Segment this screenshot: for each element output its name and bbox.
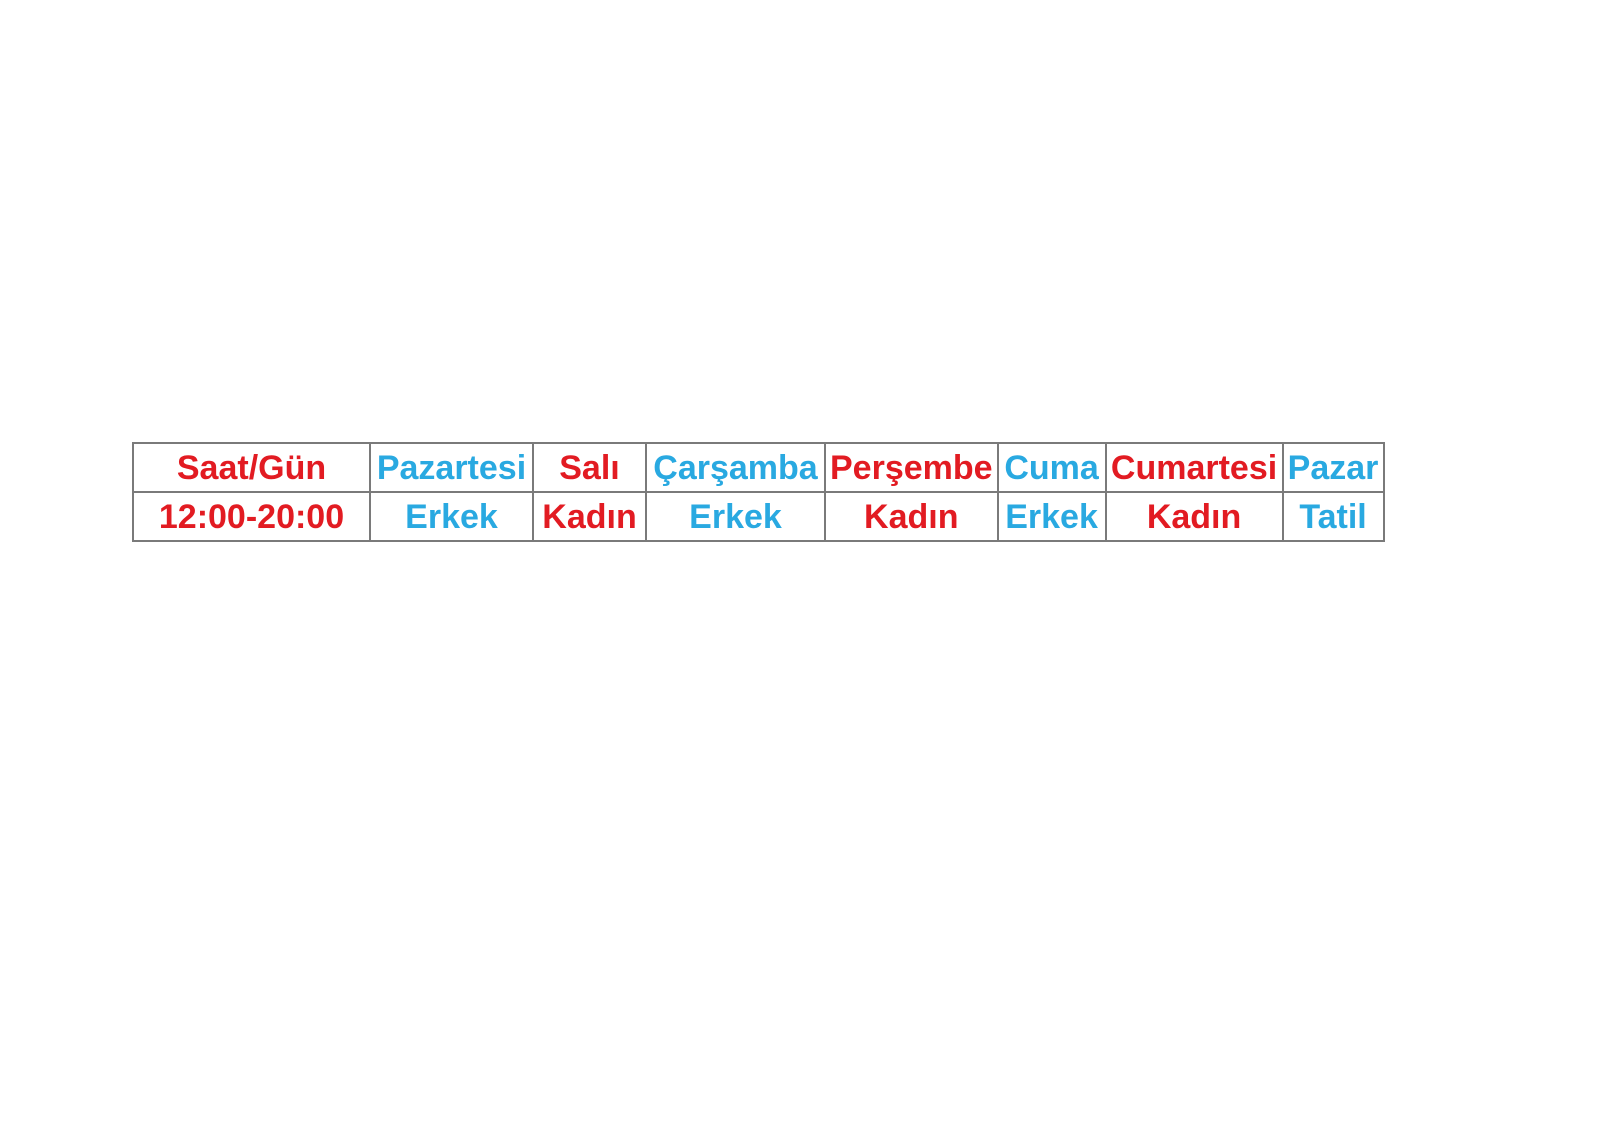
header-cell-carsamba: Çarşamba bbox=[645, 442, 826, 493]
cell-cuma-value: Erkek bbox=[996, 491, 1107, 542]
cell-carsamba-value: Erkek bbox=[645, 491, 826, 542]
cell-cumartesi-value: Kadın bbox=[1104, 491, 1284, 542]
cell-time-range: 12:00-20:00 bbox=[132, 491, 371, 542]
cell-sali-value: Kadın bbox=[532, 491, 647, 542]
table-header-row: Saat/Gün Pazartesi Salı Çarşamba Perşemb… bbox=[132, 442, 1385, 493]
cell-persembe-value: Kadın bbox=[824, 491, 999, 542]
header-cell-saat-gun: Saat/Gün bbox=[132, 442, 371, 493]
header-cell-persembe: Perşembe bbox=[824, 442, 999, 493]
cell-pazar-value: Tatil bbox=[1281, 491, 1385, 542]
table-row: 12:00-20:00 Erkek Kadın Erkek Kadın Erke… bbox=[132, 491, 1385, 542]
header-cell-cumartesi: Cumartesi bbox=[1104, 442, 1284, 493]
header-cell-cuma: Cuma bbox=[996, 442, 1107, 493]
header-cell-pazartesi: Pazartesi bbox=[369, 442, 534, 493]
schedule-table: Saat/Gün Pazartesi Salı Çarşamba Perşemb… bbox=[132, 442, 1385, 542]
header-cell-sali: Salı bbox=[532, 442, 647, 493]
header-cell-pazar: Pazar bbox=[1281, 442, 1385, 493]
cell-pazartesi-value: Erkek bbox=[369, 491, 534, 542]
